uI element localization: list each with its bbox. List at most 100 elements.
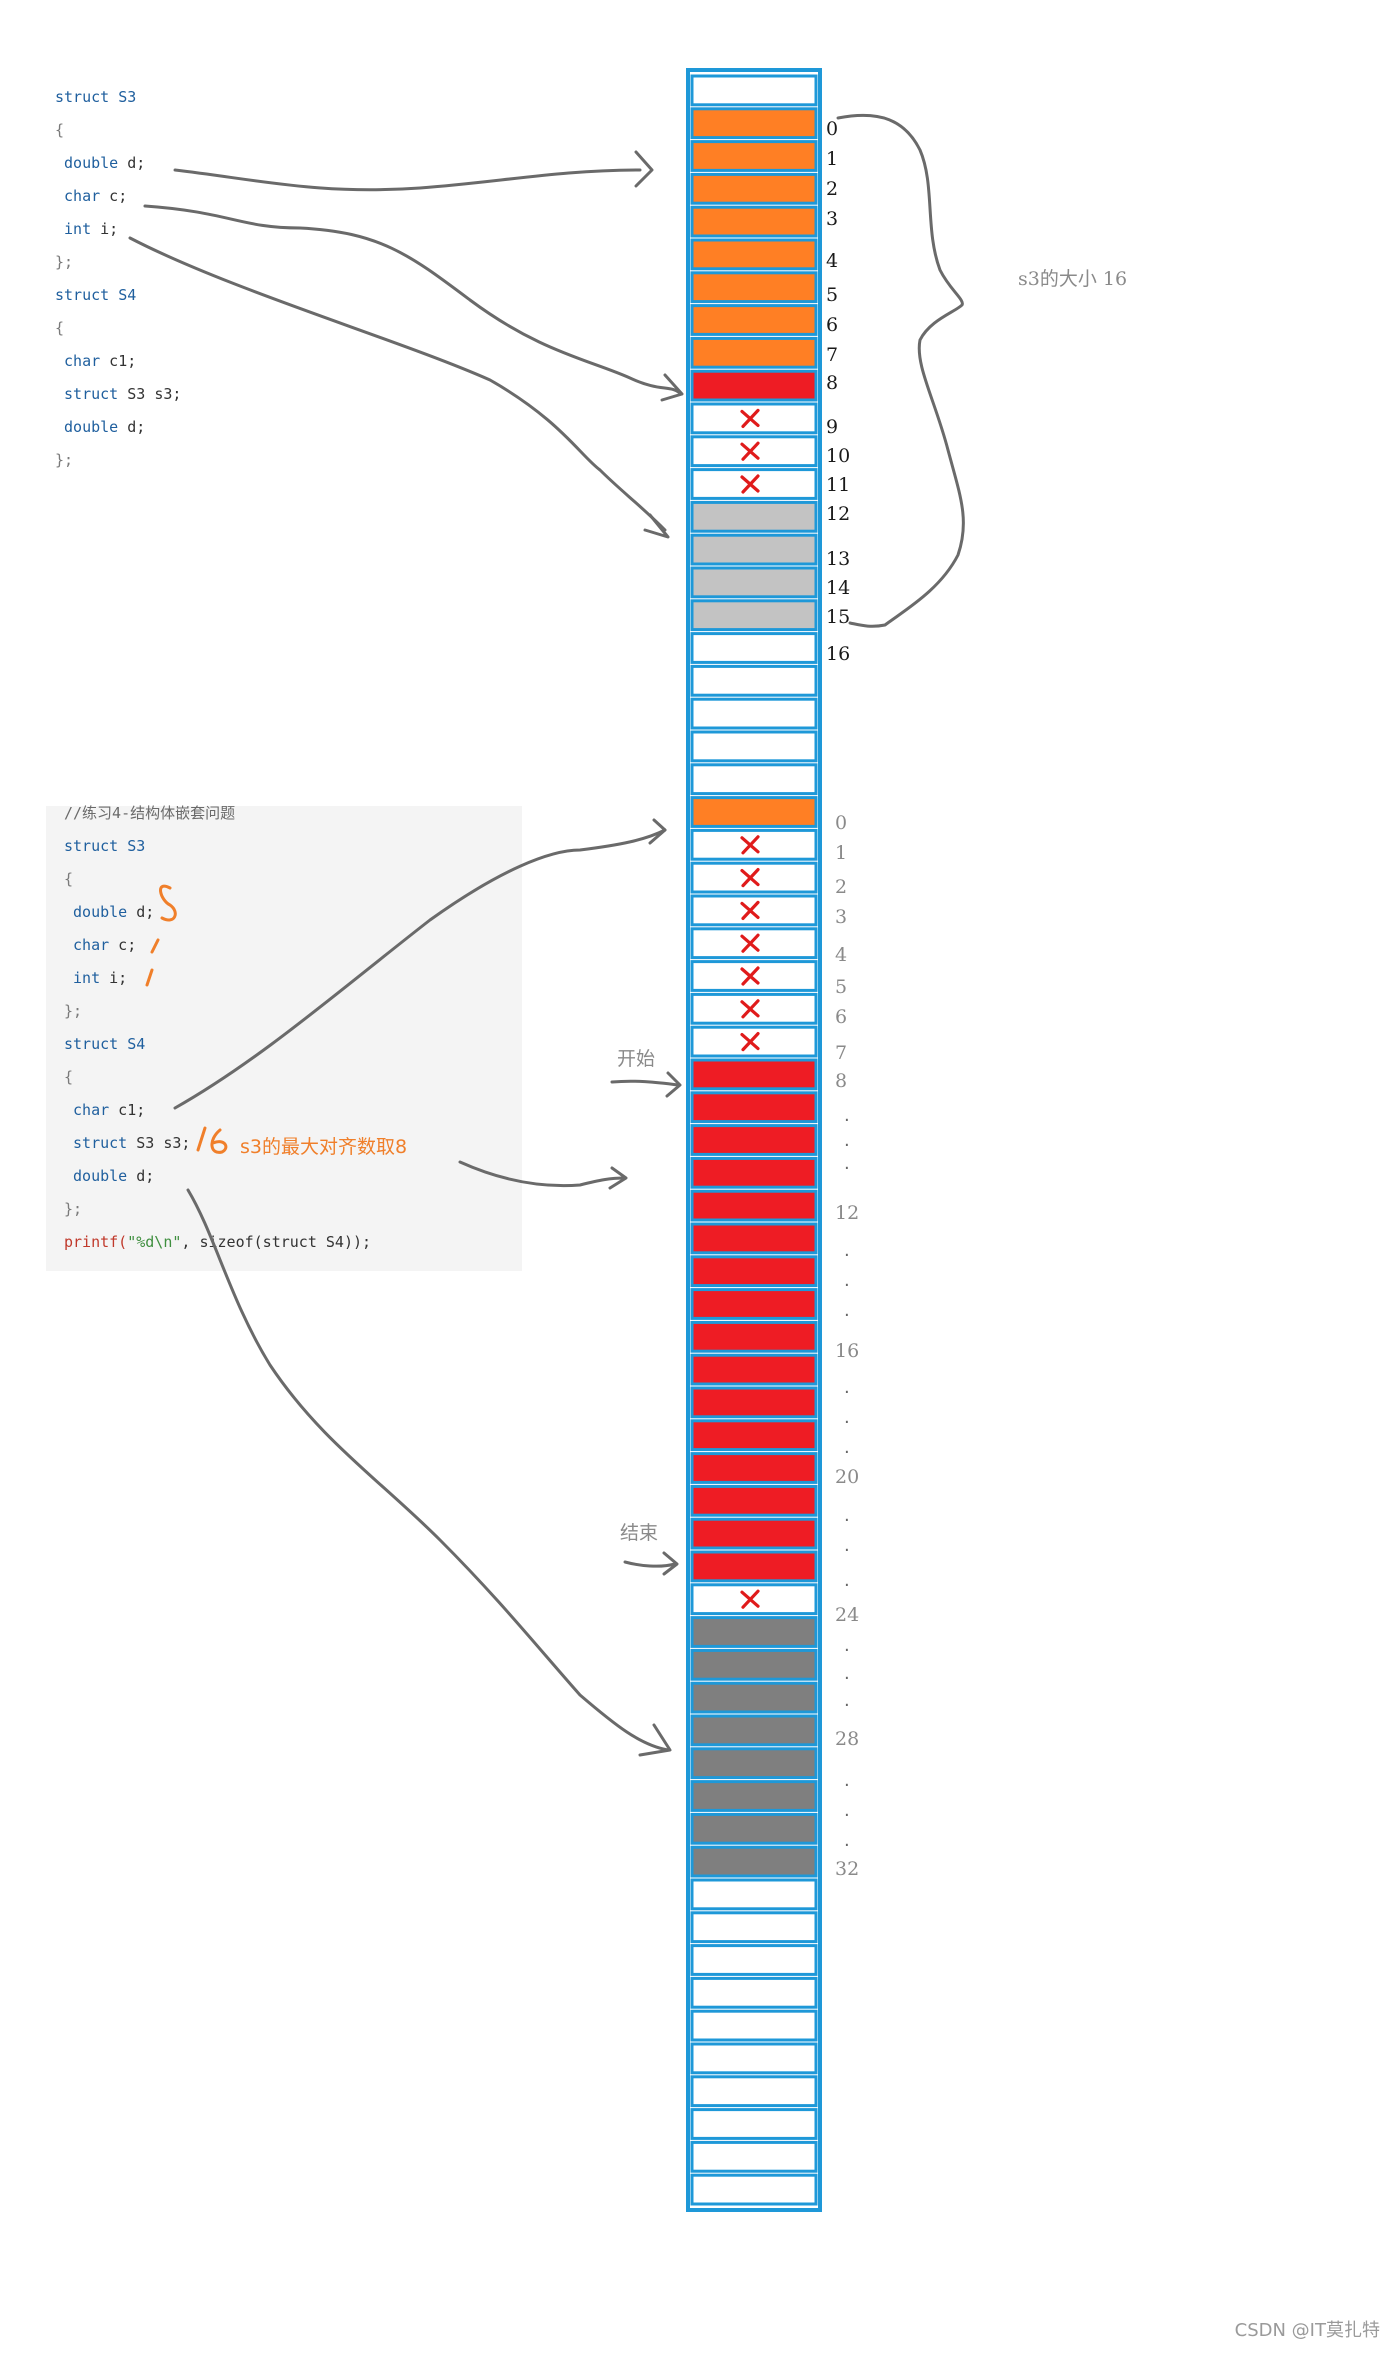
offset-label-top-1: 1 — [826, 148, 839, 170]
memory-cell-darkgray — [690, 1780, 818, 1812]
code-bottom-line-5: int i; — [64, 969, 127, 987]
padding-cross-mark — [740, 1589, 760, 1609]
ellipsis-dot: · — [844, 1835, 850, 1856]
padding-cross-mark — [740, 933, 760, 953]
memory-cell-white — [690, 664, 818, 697]
code-token: struct — [55, 385, 119, 403]
ellipsis-dot: · — [844, 1640, 850, 1661]
offset-label-bottom-32: 32 — [835, 1858, 860, 1880]
code-token: double — [55, 418, 119, 436]
offset-label-top-6: 6 — [826, 314, 839, 336]
code-token: S3 s3; — [127, 1134, 191, 1152]
code-token: char — [64, 936, 110, 954]
memory-cell-red — [690, 1222, 818, 1255]
code-token: //练习4-结构体嵌套问题 — [64, 804, 236, 822]
code-token: char — [55, 352, 101, 370]
code-token: char — [64, 1101, 110, 1119]
offset-label-top-9: 9 — [826, 416, 839, 438]
padding-cross-mark — [740, 966, 760, 986]
code-top-line-11: }; — [55, 451, 73, 469]
offset-label-bottom-4: 4 — [835, 944, 848, 966]
code-token: { — [64, 870, 74, 888]
code-token: }; — [55, 253, 74, 271]
offset-label-bottom-0: 0 — [835, 812, 848, 834]
memory-cell-orange — [690, 271, 818, 304]
memory-cell-white — [690, 1976, 818, 2009]
offset-label-bottom-2: 2 — [835, 876, 848, 898]
offset-label-top-4: 4 — [826, 250, 839, 272]
code-top-line-4: int i; — [55, 220, 118, 238]
code-token: "%d\n" — [127, 1233, 182, 1251]
memory-cell-red — [690, 1517, 818, 1550]
offset-label-bottom-5: 5 — [835, 976, 848, 998]
memory-cell-orange — [690, 238, 818, 271]
offset-label-top-0: 0 — [826, 118, 839, 140]
memory-cell-orange — [690, 140, 818, 172]
memory-cell-red — [690, 1189, 818, 1222]
offset-label-top-16: 16 — [826, 643, 851, 665]
memory-cell-white — [690, 1878, 818, 1911]
code-bottom-line-7: struct S4 — [64, 1035, 145, 1053]
offset-label-bottom-20: 20 — [835, 1466, 860, 1488]
ellipsis-dot: · — [844, 1245, 850, 1266]
memory-cell-red — [690, 1386, 818, 1419]
memory-cell-white — [690, 74, 818, 107]
code-token: int — [55, 220, 92, 238]
offset-label-top-5: 5 — [826, 284, 839, 306]
memory-cell-white — [690, 960, 818, 992]
code-token: double — [64, 903, 128, 921]
offset-label-bottom-3: 3 — [835, 906, 848, 928]
offset-label-bottom-1: 1 — [835, 842, 848, 864]
offset-label-bottom-7: 7 — [835, 1042, 848, 1064]
ellipsis-dot: · — [844, 1135, 850, 1156]
code-token: }; — [64, 1002, 83, 1020]
memory-cell-white — [690, 402, 818, 435]
code-token: char — [55, 187, 101, 205]
ellipsis-dot: · — [844, 1668, 850, 1689]
padding-cross-mark — [740, 441, 760, 461]
ellipsis-dot: · — [844, 1510, 850, 1531]
memory-cell-white — [690, 435, 818, 468]
ellipsis-dot: · — [844, 1158, 850, 1179]
code-token: printf( — [64, 1233, 128, 1251]
code-top-line-3: char c; — [55, 187, 127, 205]
code-bottom-line-6: }; — [64, 1002, 82, 1020]
memory-cell-white — [690, 894, 818, 927]
watermark: CSDN @IT莫扎特 — [1234, 2320, 1380, 2341]
memory-cell-red — [690, 1124, 818, 1156]
memory-cell-lightgray — [690, 599, 818, 632]
code-token: d; — [118, 154, 146, 172]
offset-label-bottom-28: 28 — [835, 1728, 860, 1750]
padding-cross-mark — [740, 1032, 760, 1052]
brace-label: s3的大小 16 — [1018, 268, 1128, 290]
offset-label-top-13: 13 — [826, 548, 851, 570]
code-bottom-line-2: { — [64, 870, 73, 888]
code-token: struct S4 — [64, 1035, 146, 1053]
memory-cell-red — [690, 1156, 818, 1189]
memory-cell-orange — [690, 304, 818, 336]
memory-cell-white — [690, 730, 818, 763]
ellipsis-dot: · — [844, 1540, 850, 1561]
code-bottom-line-0: //练习4-结构体嵌套问题 — [64, 804, 235, 822]
offset-label-top-2: 2 — [826, 178, 839, 200]
code-bottom-line-12: }; — [64, 1200, 82, 1218]
end-label: 结束 — [620, 1522, 659, 1544]
memory-cell-red — [690, 1255, 818, 1288]
memory-cell-white — [690, 763, 818, 796]
memory-cell-white — [690, 2173, 818, 2206]
padding-cross-mark — [740, 408, 760, 428]
memory-cell-white — [690, 1583, 818, 1616]
memory-cell-orange — [690, 796, 818, 828]
code-token: }; — [64, 1200, 83, 1218]
code-top-line-0: struct S3 — [55, 88, 136, 106]
code-token: }; — [55, 451, 74, 469]
memory-cell-white — [690, 632, 818, 664]
code-token: int — [64, 969, 101, 987]
code-token: c; — [109, 936, 137, 954]
memory-cell-red — [690, 1550, 818, 1583]
code-token: c; — [100, 187, 128, 205]
offset-label-bottom-24: 24 — [835, 1604, 860, 1626]
code-token: double — [64, 1167, 128, 1185]
offset-label-bottom-8: 8 — [835, 1070, 848, 1092]
offset-label-top-14: 14 — [826, 577, 851, 599]
